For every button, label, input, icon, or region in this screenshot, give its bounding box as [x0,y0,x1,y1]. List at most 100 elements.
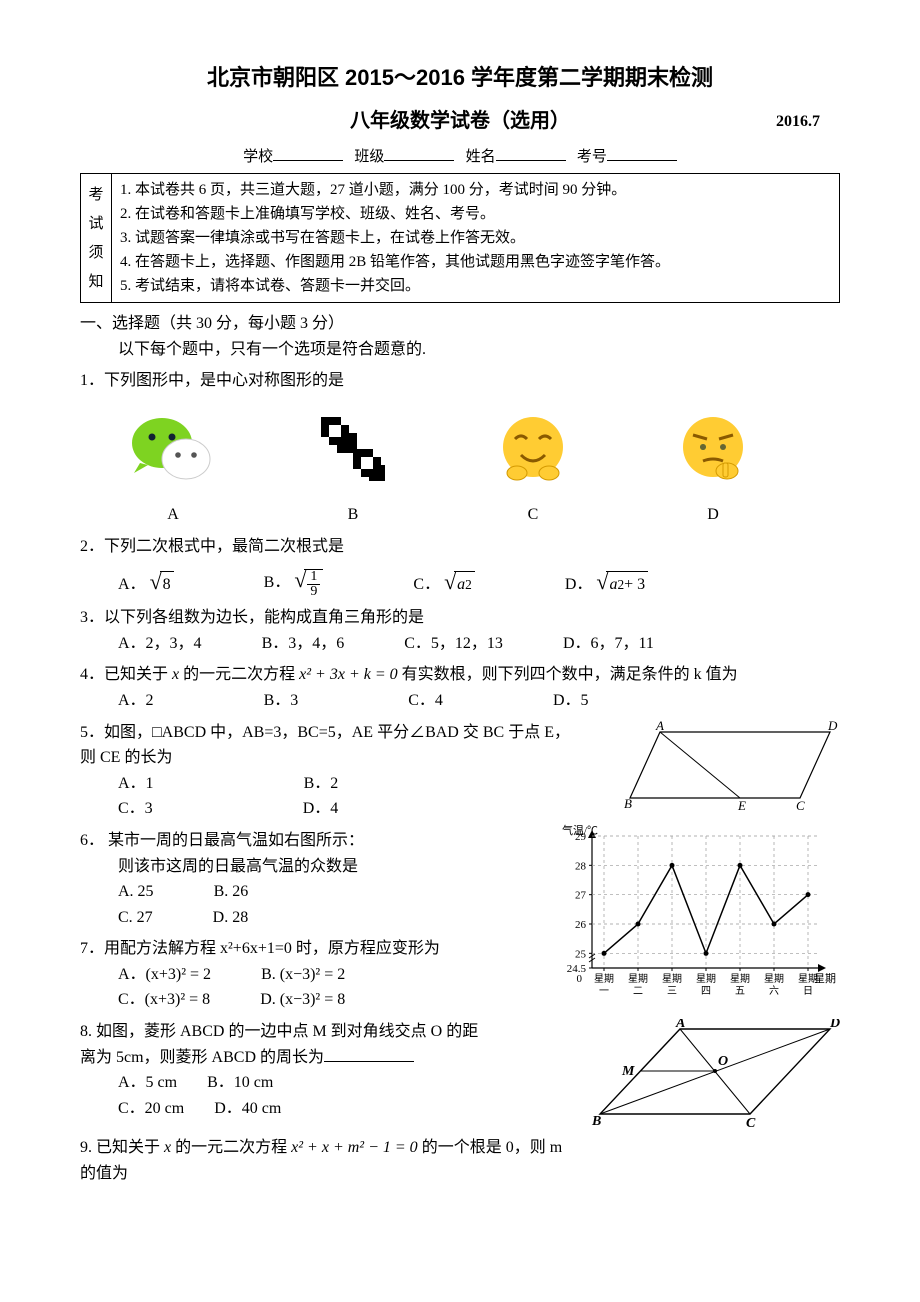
opt-a: A．2 [118,688,154,714]
opt-c: C．(x+3)² = 8 [118,987,210,1013]
opt-a: A．1 [118,771,154,797]
q1-opt-b: B [298,404,408,528]
t: 有实数根，则下列四个数中，满足条件的 k 值为 [398,666,738,683]
q6-chart: 24.52526272829星期一星期二星期三星期四星期五星期六星期日气温/℃星… [550,822,840,1013]
notice-items: 1. 本试卷共 6 页，共三道大题，27 道小题，满分 100 分，考试时间 9… [112,174,839,302]
section-header: 一、选择题（共 30 分，每小题 3 分） [80,311,840,337]
q-text: 1．下列图形中，是中心对称图形的是 [80,368,840,394]
label-id: 考号 [577,149,607,165]
fig-label: D [829,1019,840,1031]
label-name: 姓名 [466,149,496,165]
section-1: 一、选择题（共 30 分，每小题 3 分） 以下每个题中，只有一个选项是符合题意… [80,311,840,1186]
q6-q7-block: 6． 某市一周的日最高气温如右图所示： 则该市这周的日最高气温的众数是 A. 2… [80,822,840,1013]
fill-blanks: 学校 班级 姓名 考号 [80,145,840,169]
pattern-icon [298,404,408,494]
opt-label: A． [118,576,146,593]
opt-label: B [298,502,408,528]
fig-label: B [624,796,632,810]
svg-text:25: 25 [575,948,587,960]
opt-b: B．10 cm [207,1070,273,1096]
question-5: A D B E C 5．如图，□ABCD 中，AB=3，BC=5，AE 平分∠B… [80,720,840,822]
opt-b: B．3 [264,688,299,714]
opt-d: D．4 [303,796,339,822]
fig-label: B [591,1114,601,1129]
blank-name[interactable] [496,145,566,161]
svg-text:28: 28 [575,860,587,872]
svg-text:一: 一 [599,986,609,997]
opt-b: B．2 [304,771,339,797]
t: 9. 已知关于 [80,1139,164,1156]
svg-text:星期: 星期 [628,973,648,985]
notice-item: 5. 考试结束，请将本试卷、答题卡一并交回。 [120,274,831,298]
fig-label: C [796,798,805,810]
opt-b: B．3，4，6 [262,631,345,657]
notice-item: 3. 试题答案一律填涂或书写在答题卡上，在试卷上作答无效。 [120,226,831,250]
sqrt-body: 8 [160,571,174,598]
svg-text:三: 三 [667,986,677,997]
blank-class[interactable] [384,145,454,161]
emoji-hug-icon [478,404,588,494]
notice-item: 4. 在答题卡上，选择题、作图题用 2B 铅笔作答，其他试题用黑色字迹签字笔作答… [120,250,831,274]
svg-text:星期: 星期 [730,973,750,985]
opt-c: C．4 [408,688,443,714]
svg-text:0: 0 [577,973,583,985]
q-text: 4．已知关于 x 的一元二次方程 x² + 3x + k = 0 有实数根，则下… [80,662,840,688]
opt-a: A. 25 [118,879,154,905]
notice-vlabel: 考 试 须 知 [81,174,112,302]
blank-id[interactable] [607,145,677,161]
t: 的一个根是 0，则 m [418,1139,562,1156]
svg-text:四: 四 [701,986,711,997]
opt-b: B． √ 19 [264,569,324,599]
opt-d: D． √a2 + 3 [565,571,648,598]
opt-label: C． [413,576,440,593]
opt-d: D. 28 [213,905,249,931]
fig-label: D [827,720,838,733]
t: 的一元二次方程 [179,666,299,683]
notice-item: 1. 本试卷共 6 页，共三道大题，27 道小题，满分 100 分，考试时间 9… [120,178,831,202]
label-class: 班级 [354,149,384,165]
sqrt-tail: + 3 [624,572,645,598]
question-8: A D B C M O 8. 如图，菱形 ABCD 的一边中点 M 到对角线交点… [80,1019,840,1129]
opt-label: D [658,502,768,528]
fig-label: A [655,720,664,733]
notice-vchar: 知 [88,270,103,294]
svg-text:日: 日 [803,986,813,997]
opt-c: C．3 [118,796,153,822]
exam-date: 2016.7 [776,109,820,135]
notice-box: 考 试 须 知 1. 本试卷共 6 页，共三道大题，27 道小题，满分 100 … [80,173,840,303]
q1-images: A [118,404,840,528]
q-text: 9. 已知关于 x 的一元二次方程 x² + x + m² − 1 = 0 的一… [80,1135,840,1161]
section-sub: 以下每个题中，只有一个选项是符合题意的. [118,337,840,363]
answer-blank[interactable] [324,1045,414,1062]
question-3: 3．以下列各组数为边长，能构成直角三角形的是 A．2，3，4 B．3，4，6 C… [80,605,840,656]
q-text: 7．用配方法解方程 x²+6x+1=0 时，原方程应变形为 [80,936,540,962]
opt-b: B. 26 [214,879,249,905]
eq: x² + 3x + k = 0 [299,666,398,683]
svg-text:星期: 星期 [696,973,716,985]
svg-text:二: 二 [633,986,643,997]
q-text2: 则该市这周的日最高气温的众数是 [118,854,540,880]
question-7: 7．用配方法解方程 x²+6x+1=0 时，原方程应变形为 A．(x+3)² =… [80,936,540,1013]
t: 离为 5cm，则菱形 ABCD 的周长为 [80,1049,324,1066]
notice-vchar: 试 [88,212,103,236]
opt-label: C [478,502,588,528]
opt-label: B． [264,574,291,591]
emoji-thinking-icon [658,404,768,494]
opt-c: C. 27 [118,905,153,931]
notice-vchar: 须 [88,241,103,265]
opt-b: B. (x−3)² = 2 [261,962,345,988]
opt-d: D．5 [553,688,589,714]
notice-item: 2. 在试卷和答题卡上准确填写学校、班级、姓名、考号。 [120,202,831,226]
svg-text:星期: 星期 [594,973,614,985]
opt-a: A．5 cm [118,1070,177,1096]
fig-label: A [675,1019,685,1031]
sqrt-body: a [609,572,617,598]
opt-label: D． [565,576,593,593]
frac-den: 9 [307,585,320,599]
q-text: 6． 某市一周的日最高气温如右图所示： [80,828,540,854]
blank-school[interactable] [273,145,343,161]
subtitle-row: 八年级数学试卷（选用） 2016.7 [80,105,840,137]
eq: x² + x + m² − 1 = 0 [291,1139,418,1156]
q-text2: 的值为 [80,1161,840,1187]
t: 4．已知关于 [80,666,172,683]
